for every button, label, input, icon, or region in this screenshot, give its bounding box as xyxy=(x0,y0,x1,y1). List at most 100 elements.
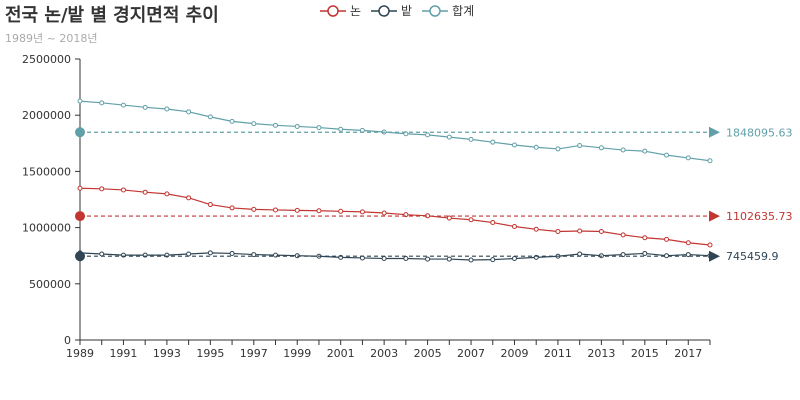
data-point[interactable] xyxy=(120,187,126,193)
data-point[interactable] xyxy=(403,256,409,262)
data-point[interactable] xyxy=(490,220,496,226)
data-point[interactable] xyxy=(707,158,713,164)
series-line-0 xyxy=(79,187,711,246)
data-point[interactable] xyxy=(555,229,561,235)
data-point[interactable] xyxy=(273,207,279,213)
data-point[interactable] xyxy=(120,102,126,108)
x-tick-label: 2015 xyxy=(631,347,659,360)
data-point[interactable] xyxy=(186,195,192,201)
mean-end-arrow-icon xyxy=(709,126,720,138)
x-tick-label: 2001 xyxy=(327,347,355,360)
data-point[interactable] xyxy=(446,134,452,140)
mean-value-label: 1102635.73 xyxy=(726,210,792,223)
data-point[interactable] xyxy=(685,240,691,246)
data-point[interactable] xyxy=(381,210,387,216)
data-point[interactable] xyxy=(577,143,583,149)
x-tick-label: 1995 xyxy=(196,347,224,360)
data-point[interactable] xyxy=(338,208,344,214)
chart-title: 전국 논/밭 별 경지면적 추이 xyxy=(5,5,219,26)
data-point[interactable] xyxy=(555,146,561,152)
data-point[interactable] xyxy=(468,257,474,263)
data-point[interactable] xyxy=(642,235,648,241)
data-point[interactable] xyxy=(251,252,257,258)
data-point[interactable] xyxy=(446,256,452,262)
data-point[interactable] xyxy=(273,122,279,128)
data-point[interactable] xyxy=(511,142,517,148)
y-tick-label: 2000000 xyxy=(22,109,71,122)
y-tick-label: 1500000 xyxy=(22,165,71,178)
data-point[interactable] xyxy=(164,191,170,197)
mean-start-marker[interactable] xyxy=(75,211,85,222)
data-point[interactable] xyxy=(316,208,322,214)
data-point[interactable] xyxy=(186,251,192,257)
data-point[interactable] xyxy=(446,215,452,221)
data-point[interactable] xyxy=(425,256,431,262)
data-point[interactable] xyxy=(620,232,626,238)
y-tick-label: 1000000 xyxy=(22,222,71,235)
data-point[interactable] xyxy=(99,100,105,106)
data-point[interactable] xyxy=(642,148,648,154)
data-point[interactable] xyxy=(511,223,517,229)
mean-end-arrow-icon xyxy=(709,210,720,222)
x-tick-label: 1993 xyxy=(153,347,181,360)
x-tick-label: 2007 xyxy=(457,347,485,360)
data-point[interactable] xyxy=(490,139,496,145)
data-point[interactable] xyxy=(533,226,539,232)
x-tick-label: 2011 xyxy=(544,347,572,360)
legend-marker-icon xyxy=(320,4,346,17)
data-point[interactable] xyxy=(142,189,148,195)
series-line-1 xyxy=(79,252,711,261)
legend: 논 밭 합계 xyxy=(320,2,474,19)
data-point[interactable] xyxy=(468,136,474,142)
data-point[interactable] xyxy=(142,104,148,110)
data-point[interactable] xyxy=(294,207,300,213)
data-point[interactable] xyxy=(77,185,83,191)
data-point[interactable] xyxy=(229,118,235,124)
data-point[interactable] xyxy=(294,123,300,129)
data-point[interactable] xyxy=(577,251,583,257)
data-point[interactable] xyxy=(598,229,604,235)
data-point[interactable] xyxy=(99,186,105,192)
data-point[interactable] xyxy=(338,126,344,132)
data-point[interactable] xyxy=(620,147,626,153)
data-point[interactable] xyxy=(577,228,583,234)
series-line-2 xyxy=(79,100,711,162)
data-point[interactable] xyxy=(251,121,257,127)
legend-item-total[interactable]: 합계 xyxy=(422,2,474,19)
data-point[interactable] xyxy=(425,132,431,138)
data-point[interactable] xyxy=(511,256,517,262)
data-point[interactable] xyxy=(316,125,322,131)
data-point[interactable] xyxy=(207,202,213,208)
data-point[interactable] xyxy=(77,98,83,104)
x-tick-label: 1999 xyxy=(283,347,311,360)
data-point[interactable] xyxy=(685,252,691,258)
data-point[interactable] xyxy=(664,253,670,259)
data-point[interactable] xyxy=(642,250,648,256)
data-point[interactable] xyxy=(207,250,213,256)
data-point[interactable] xyxy=(381,256,387,262)
data-point[interactable] xyxy=(359,209,365,215)
legend-label: 밭 xyxy=(401,4,413,18)
data-point[interactable] xyxy=(229,250,235,256)
data-point[interactable] xyxy=(598,145,604,151)
data-point[interactable] xyxy=(468,217,474,223)
mean-start-marker[interactable] xyxy=(75,127,85,138)
data-point[interactable] xyxy=(164,106,170,112)
data-point[interactable] xyxy=(620,252,626,258)
legend-item-rice-paddy[interactable]: 논 xyxy=(320,2,361,19)
data-point[interactable] xyxy=(685,155,691,161)
legend-item-dry-field[interactable]: 밭 xyxy=(371,2,412,19)
mean-start-marker[interactable] xyxy=(75,251,85,262)
data-point[interactable] xyxy=(490,257,496,263)
data-point[interactable] xyxy=(664,236,670,242)
y-tick-label: 0 xyxy=(64,334,71,347)
chart-subtitle: 1989년 ~ 2018년 xyxy=(5,32,98,45)
data-point[interactable] xyxy=(186,109,192,115)
data-point[interactable] xyxy=(533,144,539,150)
data-point[interactable] xyxy=(99,251,105,257)
data-point[interactable] xyxy=(207,114,213,120)
data-point[interactable] xyxy=(251,206,257,212)
data-point[interactable] xyxy=(229,205,235,211)
data-point[interactable] xyxy=(664,152,670,158)
data-point[interactable] xyxy=(707,242,713,248)
